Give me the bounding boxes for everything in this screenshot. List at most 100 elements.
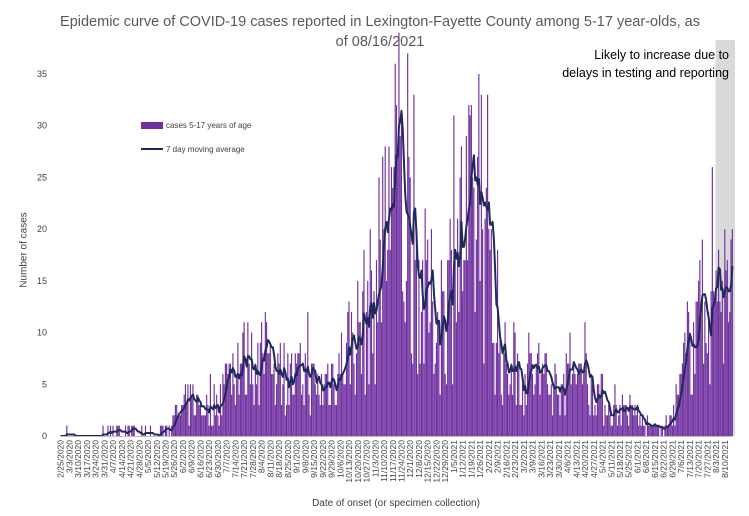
case-bar — [649, 425, 651, 436]
case-bar — [565, 353, 567, 436]
x-tick-label: 1/26/2021 — [475, 440, 485, 478]
case-bar — [640, 425, 642, 436]
x-tick-label: 3/17/2020 — [82, 440, 92, 478]
case-bar — [178, 415, 180, 436]
case-bar — [593, 415, 595, 436]
case-bar — [584, 322, 586, 436]
x-tick-label: 7/27/2021 — [702, 440, 712, 478]
x-tick-label: 10/27/2020 — [362, 440, 372, 483]
case-bar — [531, 373, 534, 436]
y-tick-label: 35 — [37, 69, 47, 79]
case-bar — [357, 280, 359, 436]
case-bar — [199, 404, 201, 436]
x-tick-label: 6/15/2021 — [650, 440, 660, 478]
case-bar — [483, 363, 485, 436]
case-bar — [680, 373, 682, 436]
case-bar — [395, 105, 398, 437]
case-bar — [725, 270, 727, 436]
case-bar — [309, 415, 311, 436]
case-bar — [367, 280, 369, 436]
case-bar — [267, 353, 269, 436]
case-bar — [191, 394, 193, 436]
case-bar — [653, 425, 655, 436]
case-bar — [107, 425, 109, 436]
x-tick-label: 12/15/2020 — [423, 440, 433, 483]
case-bar — [729, 311, 731, 436]
case-bar — [344, 384, 346, 436]
y-tick-label: 30 — [37, 121, 47, 131]
case-bar — [686, 301, 688, 436]
case-bar — [266, 322, 268, 436]
case-bar — [203, 415, 205, 436]
x-tick-label: 4/13/2021 — [571, 440, 581, 478]
x-tick-label: 4/21/2020 — [126, 440, 136, 478]
case-bar — [504, 322, 506, 436]
case-bar — [691, 394, 693, 436]
case-bar — [127, 425, 129, 436]
case-bar — [578, 363, 580, 436]
y-tick-label: 5 — [42, 379, 47, 389]
case-bar — [510, 363, 512, 436]
case-bar — [561, 384, 564, 436]
x-tick-label: 5/18/2021 — [615, 440, 625, 478]
case-bar — [651, 425, 653, 436]
x-tick-label: 6/16/2020 — [196, 440, 206, 478]
case-bar — [534, 384, 536, 436]
case-bar — [277, 353, 279, 436]
case-bar — [285, 404, 288, 436]
case-bar — [690, 394, 692, 436]
case-bar — [580, 363, 582, 436]
case-bar — [314, 384, 316, 436]
case-bar — [641, 415, 644, 436]
case-bar — [519, 404, 521, 436]
x-tick-label: 6/22/2021 — [659, 440, 669, 478]
x-tick-label: 11/24/2020 — [397, 440, 407, 482]
case-bar — [279, 342, 281, 436]
case-bar — [700, 311, 702, 436]
case-bar — [498, 353, 500, 436]
case-bar — [463, 260, 465, 436]
case-bar — [362, 291, 364, 436]
case-bar — [300, 394, 303, 436]
case-bar — [474, 311, 476, 436]
x-tick-label: 4/20/2021 — [580, 440, 590, 478]
case-bar — [315, 394, 318, 436]
case-bar — [335, 404, 338, 436]
x-tick-label: 8/3/2021 — [711, 440, 721, 473]
case-bar — [382, 156, 384, 436]
case-bar — [428, 332, 430, 436]
x-tick-label: 4/14/2020 — [117, 440, 127, 478]
case-bar — [429, 322, 431, 436]
case-bar — [535, 363, 537, 436]
case-bar — [161, 425, 163, 436]
case-bar — [507, 373, 509, 436]
case-bar — [585, 353, 587, 436]
case-bar — [694, 373, 696, 436]
case-bar — [419, 363, 421, 436]
case-bar — [184, 384, 187, 436]
case-bar — [234, 404, 236, 436]
case-bar — [224, 363, 226, 436]
case-bar — [432, 301, 434, 436]
case-bar — [445, 384, 447, 436]
x-tick-label: 10/6/2020 — [335, 440, 345, 478]
case-bar — [365, 311, 368, 436]
case-bar — [479, 280, 481, 436]
case-bar — [568, 363, 570, 436]
case-bar — [194, 415, 196, 436]
case-bar — [202, 415, 204, 436]
case-bar — [261, 322, 263, 436]
case-bar — [226, 363, 228, 436]
case-bar — [684, 332, 686, 436]
case-bar — [624, 404, 626, 436]
case-bar — [373, 291, 375, 436]
case-bar — [228, 363, 230, 436]
case-bar — [596, 384, 599, 436]
case-bar — [721, 280, 723, 436]
case-bar — [208, 425, 210, 436]
case-bar — [703, 363, 705, 436]
x-tick-label: 2/9/2021 — [493, 440, 503, 473]
case-bar — [325, 373, 328, 436]
case-bar — [242, 332, 244, 436]
legend-item-cases: cases 5-17 years of age — [141, 118, 251, 132]
